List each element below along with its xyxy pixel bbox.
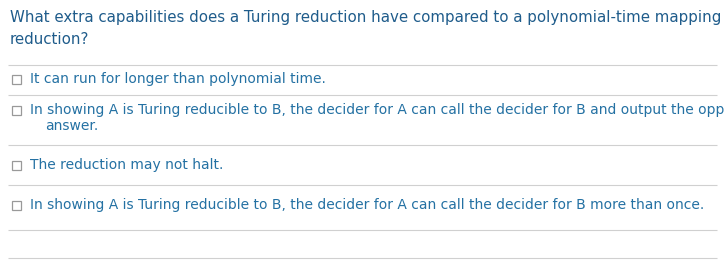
- Text: answer.: answer.: [45, 119, 99, 133]
- Text: It can run for longer than polynomial time.: It can run for longer than polynomial ti…: [30, 72, 326, 86]
- Text: In showing A is Turing reducible to B, the decider for A can call the decider fo: In showing A is Turing reducible to B, t…: [30, 103, 725, 117]
- Text: reduction?: reduction?: [10, 32, 89, 47]
- Bar: [12, 106, 21, 114]
- Text: The reduction may not halt.: The reduction may not halt.: [30, 158, 223, 172]
- Bar: [12, 201, 21, 210]
- Text: In showing A is Turing reducible to B, the decider for A can call the decider fo: In showing A is Turing reducible to B, t…: [30, 198, 704, 212]
- Bar: [12, 160, 21, 169]
- Bar: [12, 74, 21, 84]
- Text: What extra capabilities does a Turing reduction have compared to a polynomial-ti: What extra capabilities does a Turing re…: [10, 10, 721, 25]
